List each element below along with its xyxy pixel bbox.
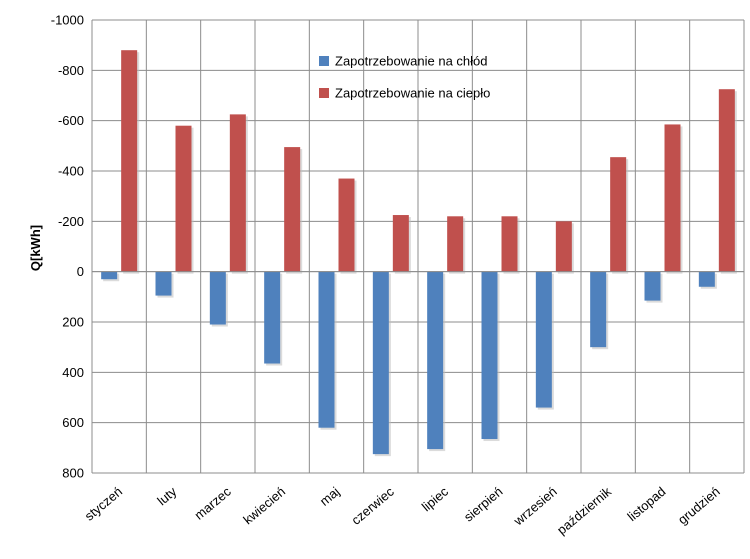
y-tick-label: 400 [62,365,84,380]
bar-cold-demand [372,271,389,455]
bar-cold-demand [590,271,607,348]
x-tick-label: grudzień [675,484,723,528]
x-axis-ticks: styczeń luty marzec kwiecień maj czerwiec lipi… [82,483,723,537]
y-tick-label: 600 [62,415,84,430]
bar-heat-demand [284,147,301,272]
bar-heat-demand [338,178,355,272]
bar-cold-demand [427,271,444,450]
bar-heat-demand [447,216,464,272]
x-tick-label: maj [317,484,343,509]
bar-cold-demand [535,271,552,408]
bar-cold-demand [264,271,281,364]
y-tick-label: -600 [58,113,84,128]
bar-heat-demand [392,215,409,272]
x-tick-label: listopad [624,484,668,524]
bar-heat-demand [664,124,681,272]
legend-label-heat: Zapotrzebowanie na ciepło [335,86,490,101]
bar-cold-demand [101,271,118,280]
bar-cold-demand [644,271,661,301]
bar-heat-demand [175,125,192,272]
x-tick-label: styczeń [82,484,125,524]
x-tick-label: marzec [191,483,234,522]
y-tick-label: -400 [58,164,84,179]
bar-heat-demand [555,221,572,272]
bar-heat-demand [501,216,518,272]
bars [101,50,737,457]
y-axis-ticks: -1000 -800 -600 -400 -200 0 200 400 600 800 [51,13,84,481]
y-tick-label: -1000 [51,13,84,28]
y-axis-label: Q[kWh] [28,225,43,271]
bar-cold-demand [209,271,226,325]
legend: Zapotrzebowanie na chłód Zapotrzebowanie… [319,54,490,101]
x-tick-label: czerwiec [348,483,397,527]
bar-heat-demand [121,50,138,272]
bar-cold-demand [481,271,498,440]
x-tick-label: luty [154,483,180,508]
y-tick-label: 200 [62,315,84,330]
x-tick-label: wrzesień [510,484,560,529]
y-tick-label: -200 [58,214,84,229]
bar-cold-demand [318,271,335,428]
x-tick-label: sierpień [461,484,506,525]
legend-swatch-cold [319,56,329,66]
bar-heat-demand [610,157,627,272]
x-tick-label: październik [554,483,614,537]
x-tick-label: lipiec [419,483,452,514]
bar-cold-demand [698,271,715,287]
bar-heat-demand [718,89,735,272]
legend-swatch-heat [319,88,329,98]
y-tick-label: -800 [58,63,84,78]
y-tick-label: 0 [77,264,84,279]
x-tick-label: kwiecień [240,484,288,528]
bar-cold-demand [155,271,172,296]
bar-heat-demand [229,114,246,272]
axes [91,20,744,473]
legend-label-cold: Zapotrzebowanie na chłód [335,54,488,69]
y-tick-label: 800 [62,466,84,481]
